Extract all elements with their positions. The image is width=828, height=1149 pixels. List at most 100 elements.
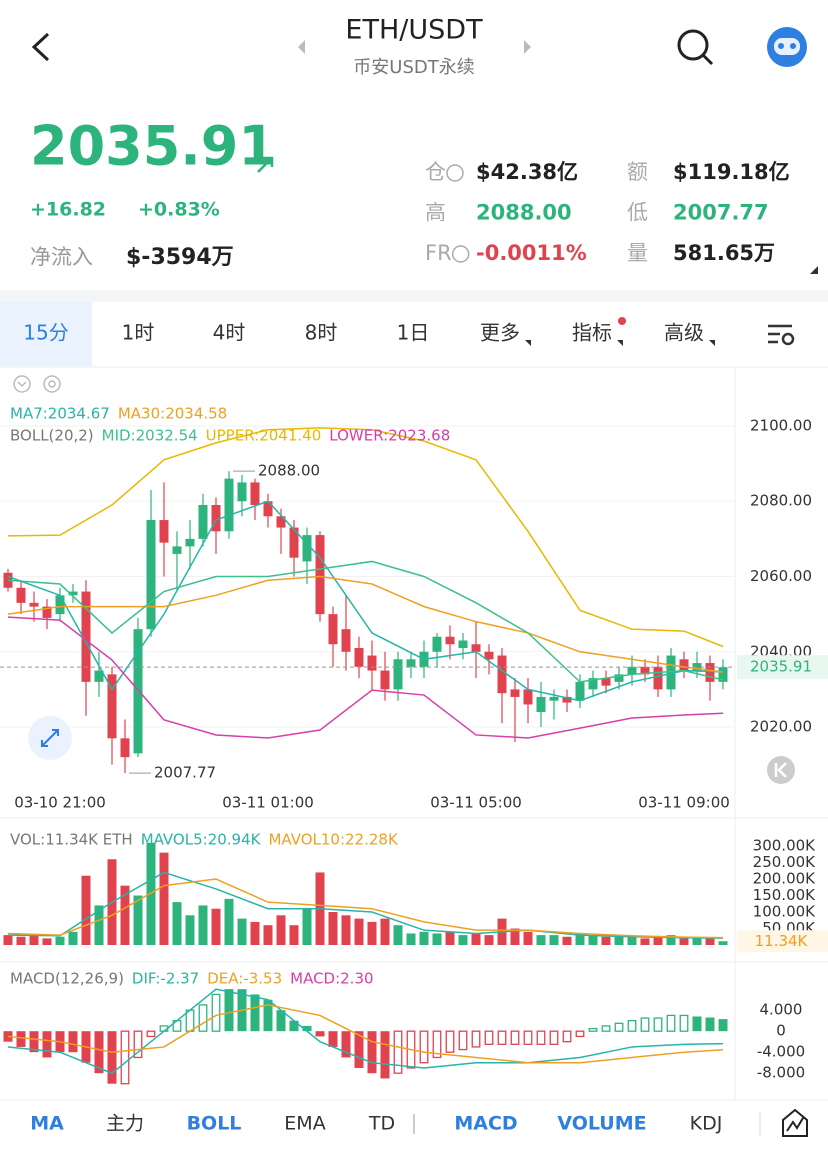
- candle-body: [16, 587, 26, 603]
- macd-bar: [315, 1031, 325, 1037]
- legend-item: MA30:2034.58: [118, 405, 227, 423]
- volume-bar: [510, 928, 520, 945]
- candle-body: [328, 614, 338, 645]
- indicator-line: [7, 427, 724, 648]
- candle-body: [172, 546, 182, 554]
- last-volume-box: [737, 930, 828, 953]
- stat-value: 2007.77: [673, 201, 769, 225]
- next-pair[interactable]: [524, 40, 531, 54]
- volume-bar: [16, 936, 26, 945]
- candle-body: [146, 520, 156, 630]
- candle-body: [432, 636, 442, 652]
- stat-label: 额: [627, 160, 648, 184]
- candle-body: [263, 501, 273, 517]
- macd-bar: [562, 1030, 572, 1043]
- prev-pair[interactable]: [298, 40, 305, 54]
- stat-label: FR: [425, 241, 452, 265]
- volume-bar: [406, 933, 416, 945]
- indicator-line: [7, 1004, 724, 1064]
- y-tick-label: 250.00K: [753, 853, 816, 871]
- macd-bar: [718, 1019, 728, 1032]
- timeframe-tab[interactable]: 4时: [213, 321, 246, 345]
- candle-body: [666, 655, 676, 690]
- candle-body: [679, 659, 689, 671]
- volume-bar: [393, 925, 403, 945]
- volume-bar: [55, 936, 65, 945]
- indicator-button[interactable]: TD: [368, 1113, 395, 1135]
- indicator-button[interactable]: BOLL: [187, 1113, 242, 1135]
- macd-bar: [276, 1010, 286, 1032]
- timeframe-tab[interactable]: 15分: [23, 321, 68, 345]
- info-icon: [451, 245, 470, 263]
- candle-body: [380, 670, 390, 690]
- macd-bar: [705, 1017, 715, 1032]
- stat-value: 2088.00: [476, 201, 572, 225]
- timeframe-tab[interactable]: 1日: [397, 321, 430, 345]
- stat-label: 低: [627, 201, 648, 225]
- macd-bar: [393, 1030, 403, 1074]
- indicator-caret: [617, 340, 623, 346]
- candle-body: [354, 648, 364, 667]
- indicator-button[interactable]: MACD: [454, 1113, 517, 1135]
- macd-bar: [133, 1030, 143, 1059]
- stat-value: $42.38亿: [476, 160, 578, 184]
- macd-bar: [549, 1030, 559, 1045]
- macd-bar: [120, 1030, 130, 1085]
- indicator-button[interactable]: KDJ: [690, 1113, 723, 1135]
- extreme-label: 2088.00: [258, 462, 320, 480]
- chart-tools[interactable]: [13, 375, 61, 393]
- last-price: 2035.91: [30, 115, 276, 178]
- volume-bar: [380, 918, 390, 945]
- macd-bar: [692, 1016, 702, 1032]
- macd-bar: [250, 994, 260, 1032]
- macd-bar: [484, 1030, 494, 1045]
- net-inflow: $-3594万: [126, 245, 234, 270]
- macd-bar: [575, 1030, 585, 1038]
- volume-bar: [250, 921, 260, 945]
- candle-body: [341, 629, 351, 652]
- stat-label: 高: [425, 201, 446, 225]
- timeframe-tab[interactable]: 指标: [572, 321, 612, 345]
- candle-body: [289, 527, 299, 558]
- timeframe-tab[interactable]: 1时: [122, 321, 155, 345]
- timeframe-tab[interactable]: 高级: [664, 321, 704, 345]
- expand-corner[interactable]: [810, 266, 818, 274]
- timeframe-tab[interactable]: 更多: [480, 321, 520, 345]
- macd-bar: [588, 1027, 598, 1032]
- indicator-button[interactable]: VOLUME: [557, 1113, 646, 1135]
- legend-item: DEA:-3.53: [207, 970, 282, 988]
- indicator-button[interactable]: EMA: [284, 1113, 325, 1135]
- pair-title: ETH/USDT: [345, 15, 483, 46]
- macd-bar: [614, 1022, 624, 1032]
- candle-body: [705, 663, 715, 682]
- candle-body: [562, 696, 572, 703]
- volume-bar: [289, 925, 299, 945]
- volume-bar: [185, 915, 195, 945]
- legend-item: BOLL(20,2): [10, 427, 94, 445]
- scroll-latest[interactable]: [767, 756, 795, 784]
- fullscreen-button[interactable]: [28, 716, 72, 760]
- back-button[interactable]: [31, 32, 50, 62]
- volume-bar: [224, 898, 234, 945]
- search-button[interactable]: [677, 29, 714, 66]
- avatar[interactable]: [767, 27, 807, 67]
- volume-bar: [328, 912, 338, 945]
- settings-button[interactable]: [768, 324, 795, 346]
- candle-body: [497, 655, 507, 694]
- candle-body: [523, 689, 533, 705]
- macd-bar: [445, 1030, 455, 1053]
- macd-bar: [471, 1030, 481, 1048]
- volume-bar: [237, 918, 247, 945]
- candle-body: [211, 504, 221, 532]
- indicator-button[interactable]: MA: [30, 1113, 64, 1135]
- y-tick-label: 4.000: [760, 1001, 803, 1019]
- macd-bar: [94, 1031, 104, 1074]
- timeframe-tab[interactable]: 8时: [305, 321, 338, 345]
- indicator-button[interactable]: 主力: [106, 1113, 144, 1135]
- macd-bar: [224, 989, 234, 1032]
- y-tick-label: 2060.00: [750, 567, 812, 585]
- candle-body: [81, 591, 91, 682]
- draw-tool[interactable]: [782, 1108, 808, 1137]
- candle-body: [601, 678, 611, 686]
